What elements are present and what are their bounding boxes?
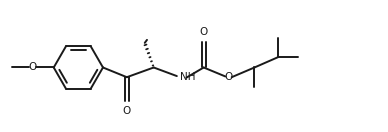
Text: NH: NH xyxy=(180,72,195,82)
Text: O: O xyxy=(199,27,208,37)
Text: O: O xyxy=(123,106,131,116)
Text: O: O xyxy=(29,62,37,72)
Text: O: O xyxy=(224,72,232,82)
